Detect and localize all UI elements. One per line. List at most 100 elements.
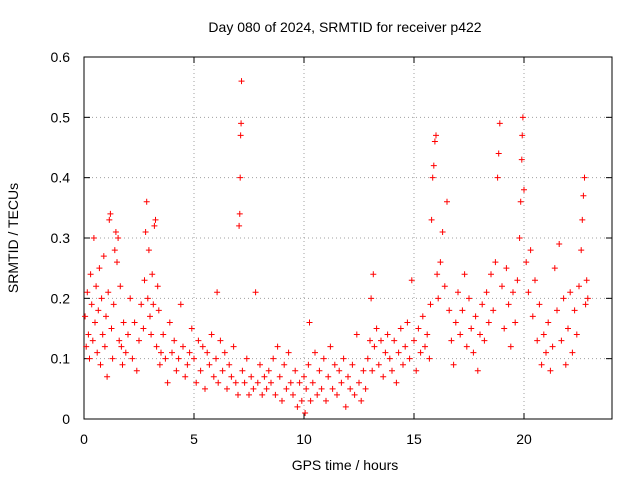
data-point (90, 235, 97, 241)
data-point (272, 391, 279, 398)
data-point (580, 192, 587, 199)
data-point (221, 349, 228, 356)
data-point (375, 361, 382, 368)
data-point (214, 289, 221, 296)
data-point (534, 337, 541, 344)
data-point (259, 391, 266, 398)
data-point (182, 373, 189, 380)
data-point (136, 337, 142, 344)
data-point (356, 379, 362, 386)
data-point (525, 289, 532, 296)
data-point (583, 277, 590, 284)
data-point (246, 391, 252, 398)
data-point (85, 331, 92, 338)
data-point (236, 210, 243, 217)
x-tick-label: 5 (190, 431, 198, 447)
data-point (250, 385, 257, 392)
data-point (119, 361, 126, 368)
data-point (551, 265, 558, 272)
data-point (382, 349, 389, 356)
data-point (527, 247, 534, 254)
data-point (408, 277, 415, 284)
data-point (463, 343, 470, 350)
data-point (180, 343, 186, 350)
data-point (576, 283, 582, 290)
data-point (406, 355, 413, 362)
data-point (495, 150, 502, 157)
data-point (510, 289, 516, 296)
data-point (160, 331, 167, 338)
data-point (358, 397, 365, 404)
data-point (327, 343, 334, 350)
data-point (116, 337, 123, 344)
data-point (118, 343, 125, 350)
data-point (279, 397, 285, 404)
data-point (193, 379, 200, 386)
y-tick-label: 0.5 (51, 109, 71, 125)
data-point (89, 337, 96, 344)
data-point (125, 331, 131, 338)
chart-title: Day 080 of 2024, SRMTID for receiver p42… (208, 19, 481, 35)
data-point (175, 355, 182, 362)
data-point (274, 343, 281, 350)
data-point (270, 355, 277, 362)
data-point (268, 379, 274, 386)
data-point (523, 259, 530, 266)
data-point (133, 367, 140, 374)
data-point (173, 367, 180, 374)
data-point (166, 319, 173, 326)
data-point (532, 277, 538, 284)
data-point (329, 385, 336, 392)
data-point (263, 385, 270, 392)
data-point (95, 307, 102, 314)
y-tick-label: 0.2 (51, 290, 71, 306)
y-axis-label: SRMTID / TECUs (5, 183, 21, 293)
data-point (448, 337, 455, 344)
data-point (117, 283, 124, 290)
data-point (395, 349, 402, 356)
data-point (294, 403, 301, 410)
data-point (444, 198, 450, 205)
data-point (114, 259, 120, 266)
data-point (215, 379, 222, 386)
data-point (104, 373, 111, 380)
data-point (87, 271, 94, 278)
data-point (455, 289, 461, 296)
data-point (213, 355, 219, 362)
data-point (505, 301, 512, 308)
data-point (129, 355, 136, 362)
data-point (516, 235, 523, 241)
data-point (236, 222, 243, 229)
data-point (353, 331, 360, 338)
data-point (571, 307, 578, 314)
data-point (578, 247, 585, 254)
data-point (111, 247, 118, 254)
data-point (100, 253, 107, 260)
data-point (204, 349, 211, 356)
data-point (188, 325, 195, 332)
data-point (138, 301, 145, 308)
data-point (349, 361, 356, 368)
data-point (145, 247, 152, 254)
data-point (411, 337, 417, 344)
data-point (582, 301, 589, 308)
data-point (517, 198, 524, 205)
data-point (316, 367, 323, 374)
data-point (108, 325, 115, 332)
data-point (261, 373, 268, 380)
data-point (538, 361, 545, 368)
data-point (84, 289, 91, 296)
data-point (439, 228, 446, 235)
data-point (301, 373, 307, 380)
data-point (169, 349, 175, 356)
data-point (292, 367, 299, 374)
data-point (177, 301, 184, 308)
data-point (450, 361, 457, 368)
data-point (468, 325, 475, 332)
data-point (302, 409, 309, 416)
data-point (202, 385, 208, 392)
data-point (235, 391, 241, 398)
data-point (389, 367, 395, 374)
data-point (490, 307, 497, 314)
data-point (115, 235, 122, 241)
